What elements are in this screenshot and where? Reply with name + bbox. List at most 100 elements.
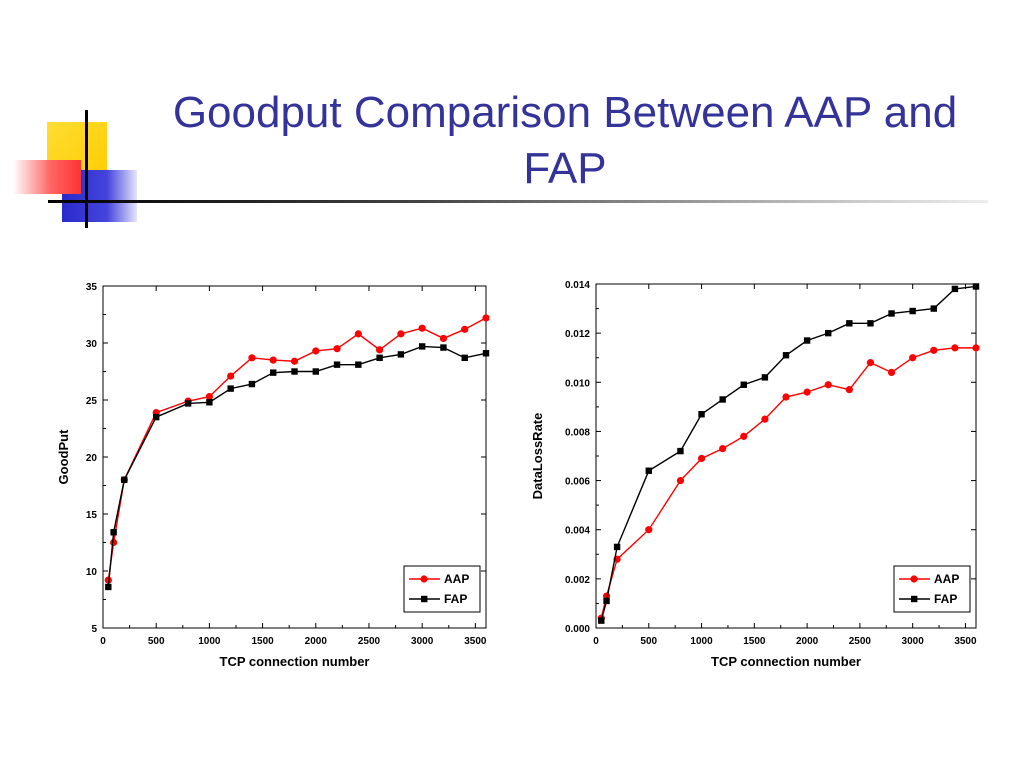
point-aap (205, 392, 213, 401)
point-fap (598, 617, 605, 624)
x-tick-label: 1500 (743, 636, 766, 647)
point-fap (397, 351, 405, 358)
y-tick-label: 0.010 (565, 378, 590, 389)
point-fap (206, 399, 213, 406)
legend-marker-aap (420, 575, 428, 583)
point-aap (951, 344, 959, 352)
deco-horizontal-rule (48, 200, 988, 203)
y-tick-label: 20 (86, 453, 98, 464)
point-aap (866, 359, 875, 367)
point-fap (930, 305, 937, 312)
y-tick-label: 0.014 (565, 280, 590, 291)
point-fap (698, 411, 705, 418)
legend-box (403, 565, 481, 613)
point-aap (740, 432, 748, 440)
x-tick-label: 2500 (849, 636, 872, 647)
legend-box (893, 565, 971, 613)
legend-marker-fap (421, 595, 428, 603)
point-fap (333, 361, 341, 368)
point-fap (376, 354, 383, 362)
x-tick-label: 3500 (464, 636, 487, 647)
point-aap (719, 445, 727, 453)
point-fap (184, 400, 192, 407)
x-tick-label: 3000 (902, 636, 925, 647)
x-tick-label: 3000 (411, 636, 434, 647)
y-tick-label: 0.012 (565, 329, 590, 340)
deco-vertical-line (85, 110, 88, 228)
point-fap (972, 283, 980, 290)
point-fap (782, 352, 790, 359)
y-tick-label: 25 (86, 396, 98, 407)
point-fap (867, 320, 874, 327)
point-aap (887, 368, 896, 377)
point-fap (312, 368, 319, 375)
point-fap (645, 467, 652, 474)
point-fap (440, 344, 447, 351)
y-tick-label: 0.006 (565, 477, 590, 488)
point-fap (291, 368, 298, 375)
slide-title: Goodput Comparison Between AAP and FAP (172, 88, 958, 193)
point-fap (613, 543, 621, 551)
point-aap (645, 526, 653, 534)
legend-label-fap: FAP (934, 592, 957, 606)
y-tick-label: 0.004 (565, 526, 590, 537)
point-aap (376, 346, 384, 354)
y-axis-title: DataLossRate (530, 413, 545, 500)
y-tick-label: 15 (86, 510, 98, 521)
point-aap (354, 330, 362, 338)
y-tick-label: 0.000 (565, 624, 590, 635)
x-tick-label: 2000 (305, 636, 328, 647)
point-aap (312, 347, 320, 355)
point-fap (355, 361, 362, 368)
point-aap (697, 454, 706, 463)
point-fap (909, 307, 916, 315)
point-aap (333, 345, 341, 353)
point-fap (803, 337, 811, 344)
point-fap (152, 413, 160, 421)
goodput-chart: 0 500 1000 1500 2000 2500 3000 3500 5 10 15 20 25 30 3… (56, 282, 490, 669)
point-fap (761, 374, 769, 381)
point-fap (482, 350, 490, 357)
point-aap (248, 354, 256, 362)
legend-label-aap: AAP (444, 572, 469, 586)
point-aap (461, 325, 469, 333)
point-fap (825, 329, 832, 337)
point-aap (930, 346, 938, 354)
point-fap (719, 396, 726, 403)
point-fap (846, 320, 853, 327)
point-aap (824, 381, 832, 389)
point-aap (909, 354, 917, 362)
point-fap (110, 529, 117, 536)
point-fap (105, 583, 112, 591)
point-aap (110, 538, 118, 547)
point-aap (482, 314, 490, 322)
point-fap (270, 369, 277, 376)
y-tick-label: 30 (86, 339, 98, 350)
point-aap (972, 344, 980, 352)
point-fap (677, 447, 684, 455)
point-aap (845, 386, 853, 394)
point-aap (269, 356, 277, 364)
x-tick-label: 2000 (796, 636, 819, 647)
deco-red-bar (13, 160, 81, 194)
point-aap (676, 476, 685, 485)
legend-label-aap: AAP (934, 572, 959, 586)
y-tick-label: 5 (91, 624, 97, 635)
point-fap (740, 381, 747, 388)
y-tick-label: 0.002 (565, 575, 590, 586)
y-tick-label: 0.008 (565, 427, 590, 438)
point-fap (418, 343, 426, 350)
x-tick-label: 1000 (198, 636, 221, 647)
point-fap (461, 354, 468, 362)
point-aap (227, 372, 235, 380)
y-tick-label: 35 (86, 282, 98, 293)
x-tick-label: 2500 (358, 636, 381, 647)
y-axis-title: GoodPut (56, 429, 71, 485)
point-aap (803, 388, 811, 396)
point-fap (951, 285, 959, 293)
legend-marker-aap (910, 575, 918, 583)
x-axis-title: TCP connection number (711, 654, 861, 669)
point-aap (397, 330, 405, 338)
x-axis-title: TCP connection number (220, 654, 370, 669)
point-fap (227, 385, 234, 392)
